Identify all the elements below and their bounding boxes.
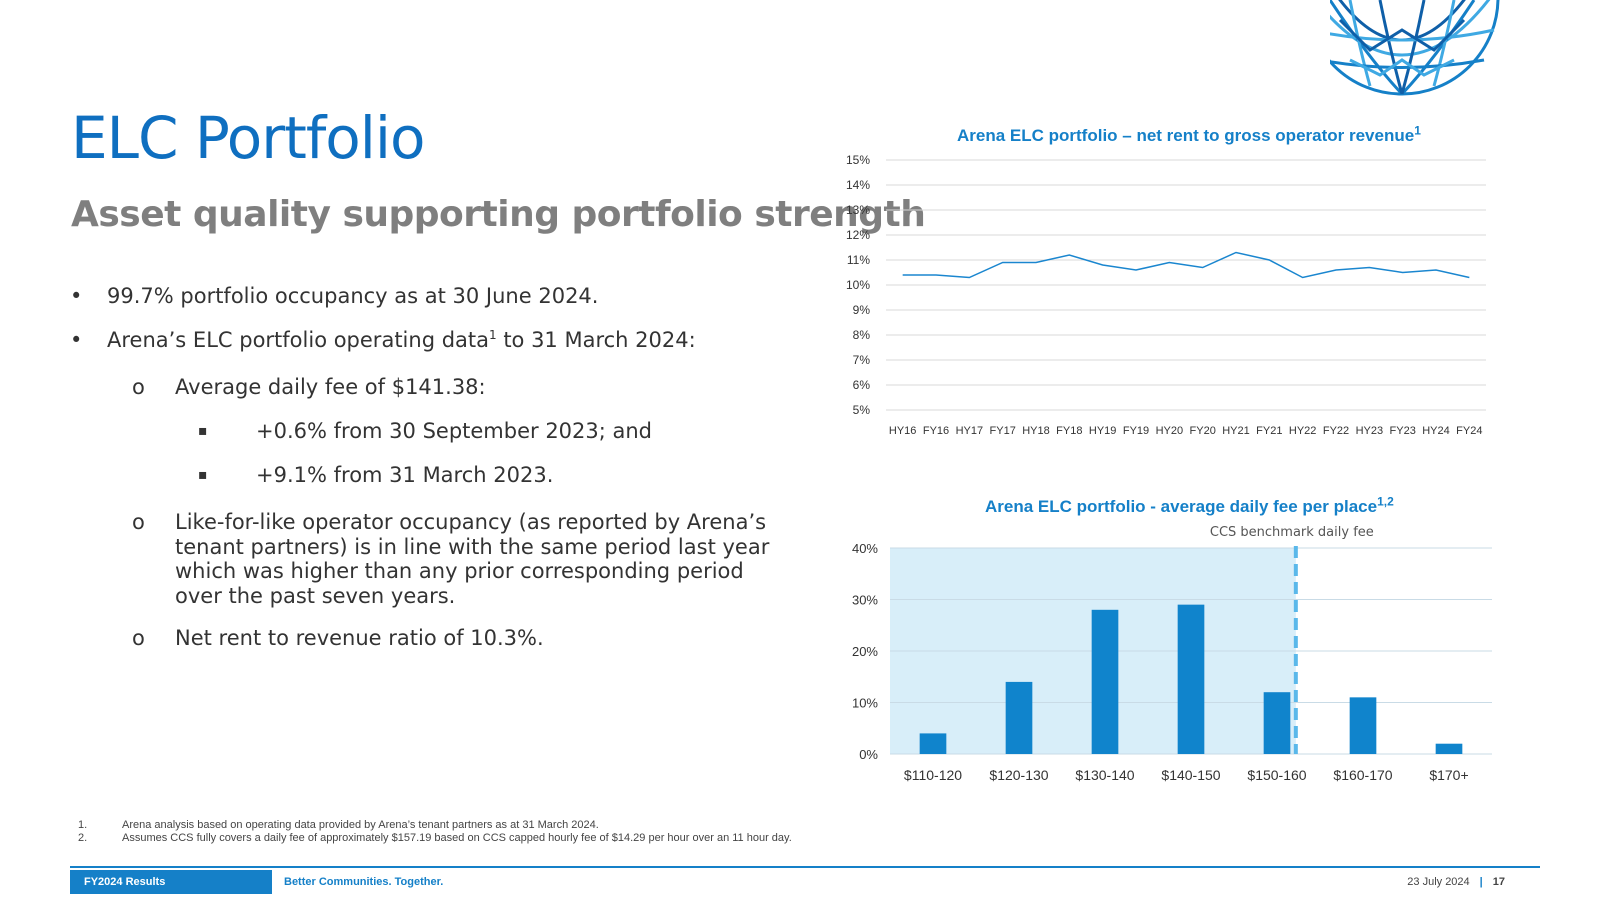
bullet-text: 99.7% portfolio occupancy as at 30 June …	[107, 284, 599, 308]
sub-sub-bullet-text: +9.1% from 31 March 2023.	[256, 463, 554, 487]
y-tick-label: 9%	[853, 303, 871, 317]
y-tick-label: 14%	[846, 178, 870, 192]
sub-bullet-text: Like-for-like operator occupancy (as rep…	[175, 510, 770, 608]
y-tick-label: 20%	[852, 644, 878, 659]
x-tick-label: $130-140	[1075, 767, 1134, 783]
y-tick-label: 6%	[853, 378, 871, 392]
footer-divider	[70, 866, 1540, 868]
footer-tagline: Better Communities. Together.	[284, 876, 444, 888]
y-tick-label: 10%	[852, 696, 878, 711]
x-tick-label: $150-160	[1247, 767, 1306, 783]
y-tick-label: 7%	[853, 353, 871, 367]
x-tick-label: FY24	[1456, 425, 1482, 437]
bar	[1005, 681, 1033, 754]
x-tick-label: HY24	[1422, 425, 1450, 437]
y-tick-label: 13%	[846, 203, 870, 217]
footnote-text: Arena analysis based on operating data p…	[122, 819, 599, 831]
x-tick-label: FY20	[1190, 425, 1216, 437]
footer-report-label: FY2024 Results	[70, 870, 272, 894]
globe-logo-icon	[1330, 0, 1500, 96]
bullet-mark: •	[70, 328, 83, 352]
bar	[1091, 609, 1119, 754]
bar	[1177, 604, 1205, 754]
bullet-text-part: to 31 March 2024:	[496, 328, 696, 352]
bullet-mark: •	[70, 284, 83, 308]
footnote-text: Assumes CCS fully covers a daily fee of …	[122, 832, 792, 844]
sub-sub-bullet-mark: ▪	[198, 423, 208, 439]
chart2-title-text: Arena ELC portfolio - average daily fee …	[985, 497, 1378, 516]
x-tick-label: FY21	[1256, 425, 1282, 437]
sub-bullet-mark: o	[132, 626, 145, 650]
x-tick-label: $110-120	[904, 767, 962, 783]
sub-sub-bullet-text: +0.6% from 30 September 2023; and	[256, 419, 653, 443]
bullet-text: Arena’s ELC portfolio operating data1 to…	[107, 328, 696, 353]
y-tick-label: 11%	[847, 253, 870, 267]
x-tick-label: HY16	[889, 425, 917, 437]
x-tick-label: FY17	[990, 425, 1016, 437]
x-tick-label: FY18	[1056, 425, 1082, 437]
y-tick-label: 40%	[852, 541, 878, 556]
chart2-title: Arena ELC portfolio - average daily fee …	[985, 494, 1394, 517]
x-tick-label: FY16	[923, 425, 949, 437]
y-tick-label: 30%	[852, 593, 878, 608]
footnote-number: 2.	[78, 832, 88, 844]
sub-bullet-mark: o	[132, 510, 145, 534]
x-tick-label: $140-150	[1161, 767, 1220, 783]
x-tick-label: $160-170	[1333, 767, 1392, 783]
line-chart: 5% 6% 7% 8% 9% 10% 11% 12% 13% 14% 15% HY16 FY16 HY17…	[846, 153, 1486, 437]
y-tick-label: 0%	[859, 747, 878, 762]
sub-bullet-text: Net rent to revenue ratio of 10.3%.	[175, 626, 544, 650]
footnote-number: 1.	[78, 819, 88, 831]
chart1-title-footnote: 1	[1414, 123, 1421, 138]
x-tick-label: FY23	[1390, 425, 1416, 437]
series-line	[902, 251, 1470, 279]
benchmark-label: CCS benchmark daily fee	[1210, 525, 1374, 540]
bar	[1435, 743, 1463, 754]
x-tick-label: HY19	[1089, 425, 1117, 437]
x-tick-label: HY18	[1022, 425, 1050, 437]
sub-bullet-text: Average daily fee of $141.38:	[175, 375, 486, 399]
sub-bullet-mark: o	[132, 375, 145, 399]
x-tick-label: HY20	[1156, 425, 1184, 437]
page-title: ELC Portfolio	[71, 104, 425, 172]
x-tick-label: FY22	[1323, 425, 1349, 437]
chart2-title-footnote: 1,2	[1377, 494, 1394, 509]
bar	[1349, 697, 1377, 754]
bar	[919, 733, 947, 754]
x-tick-label: HY23	[1356, 425, 1384, 437]
bar	[1263, 692, 1291, 754]
page-subtitle: Asset quality supporting portfolio stren…	[71, 194, 926, 235]
bar-chart: 0% 10% 20% 30% 40% $110-120 $120-130 $130-140 $1…	[852, 525, 1492, 783]
chart1-title: Arena ELC portfolio – net rent to gross …	[957, 123, 1421, 146]
y-tick-label: 10%	[846, 278, 870, 292]
x-tick-label: HY17	[956, 425, 984, 437]
bullet-text-part: Arena’s ELC portfolio operating data	[107, 328, 489, 352]
x-tick-label: HY22	[1289, 425, 1317, 437]
y-tick-label: 8%	[853, 328, 871, 342]
footer-date: 23 July 2024	[1407, 876, 1470, 888]
footer-date-page: 23 July 2024 | 17	[1407, 870, 1505, 894]
footnote-ref: 1	[489, 328, 497, 342]
page-number: 17	[1492, 876, 1505, 888]
sub-sub-bullet-mark: ▪	[198, 467, 208, 483]
chart1-title-text: Arena ELC portfolio – net rent to gross …	[957, 126, 1415, 145]
x-tick-label: FY19	[1123, 425, 1149, 437]
x-tick-label: HY21	[1222, 425, 1250, 437]
y-tick-label: 12%	[846, 228, 870, 242]
x-tick-label: $120-130	[989, 767, 1048, 783]
y-tick-label: 5%	[853, 403, 871, 417]
y-tick-label: 15%	[846, 153, 870, 167]
x-tick-label: $170+	[1429, 767, 1468, 783]
footer-separator: |	[1479, 876, 1483, 888]
